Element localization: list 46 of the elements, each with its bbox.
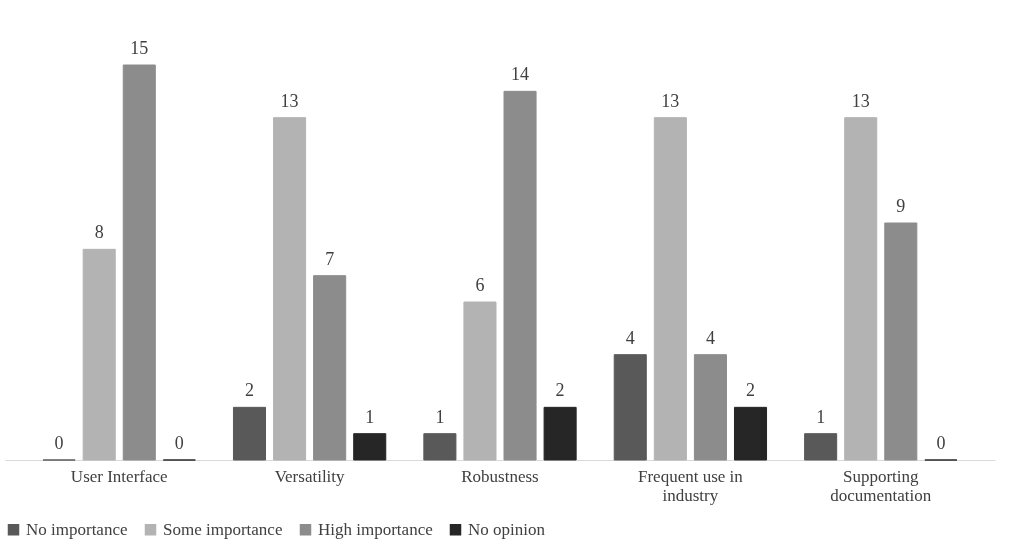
bar xyxy=(543,406,577,461)
legend-label: No importance xyxy=(26,519,128,539)
bar xyxy=(463,301,497,461)
data-label: 1 xyxy=(816,406,826,427)
bar xyxy=(613,354,647,461)
data-label: 0 xyxy=(174,433,184,453)
bar xyxy=(653,117,687,461)
bar xyxy=(353,433,387,461)
bar xyxy=(733,406,768,461)
data-label: 1 xyxy=(435,406,445,427)
data-label: 13 xyxy=(280,90,299,111)
bar xyxy=(273,117,307,461)
bar xyxy=(804,433,838,461)
data-label: 2 xyxy=(555,380,565,401)
data-label: 0 xyxy=(54,433,64,453)
bar xyxy=(503,90,537,461)
bar xyxy=(232,406,267,461)
legend-label: High importance xyxy=(318,519,433,539)
data-label: 2 xyxy=(244,380,254,401)
legend-label: Some importance xyxy=(163,519,283,539)
data-label: 13 xyxy=(851,90,870,111)
x-tick-label: Versatility xyxy=(274,466,346,486)
data-label: 6 xyxy=(475,275,485,295)
bar xyxy=(313,275,347,461)
bar xyxy=(884,222,918,461)
data-label: 1 xyxy=(365,406,375,427)
data-label: 15 xyxy=(130,38,149,58)
data-label: 2 xyxy=(746,380,756,401)
data-label: 9 xyxy=(896,196,906,216)
x-tick-label: Robustness xyxy=(461,466,539,486)
data-label: 14 xyxy=(511,64,530,85)
data-label: 7 xyxy=(325,248,335,269)
bar xyxy=(423,433,457,461)
data-label: 0 xyxy=(936,433,946,453)
data-label: 8 xyxy=(94,222,104,243)
data-label: 4 xyxy=(705,327,715,348)
x-tick-label: Supporting documentation xyxy=(830,466,932,505)
x-tick-label: Frequent use in industry xyxy=(637,466,744,505)
legend-label: No opinion xyxy=(468,519,546,539)
data-label: 4 xyxy=(625,327,635,348)
bar xyxy=(122,64,156,461)
data-label: 13 xyxy=(661,90,680,111)
bar xyxy=(693,354,727,461)
bar xyxy=(82,248,116,461)
x-tick-label: User Interface xyxy=(70,466,168,486)
bar xyxy=(844,117,878,461)
